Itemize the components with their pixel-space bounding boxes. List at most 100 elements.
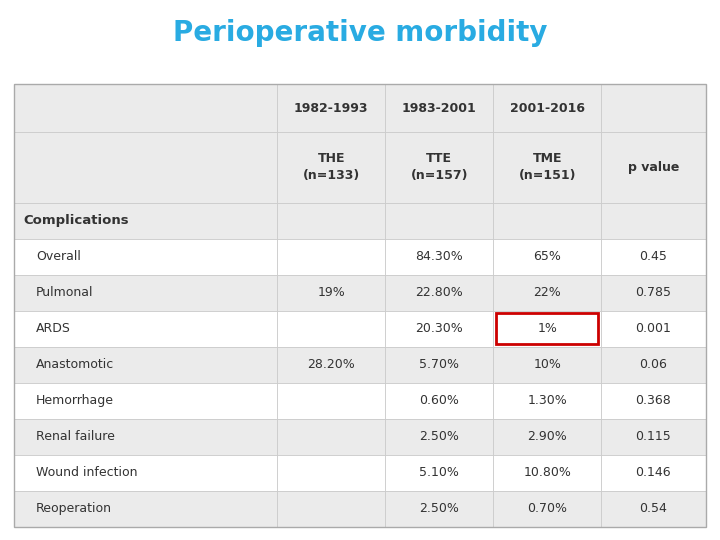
Bar <box>385 382 493 418</box>
Text: 10.80%: 10.80% <box>523 466 571 479</box>
Text: 1.30%: 1.30% <box>527 394 567 407</box>
Bar <box>601 132 706 202</box>
Bar <box>14 490 277 526</box>
Bar <box>601 239 706 274</box>
Text: 84.30%: 84.30% <box>415 250 463 263</box>
Text: 1982-1993: 1982-1993 <box>294 102 369 114</box>
Bar <box>277 455 385 490</box>
Bar <box>601 310 706 347</box>
Bar <box>493 490 601 526</box>
Bar <box>277 202 385 239</box>
Bar <box>601 418 706 455</box>
Bar <box>277 84 385 132</box>
Text: p value: p value <box>628 161 679 174</box>
Bar <box>277 382 385 418</box>
Bar <box>277 132 385 202</box>
Bar <box>493 418 601 455</box>
Bar <box>14 310 277 347</box>
Bar <box>601 455 706 490</box>
Text: ARDS: ARDS <box>36 322 71 335</box>
Bar <box>493 418 601 455</box>
Bar <box>385 382 493 418</box>
Text: Wound infection: Wound infection <box>36 466 138 479</box>
Bar <box>14 274 277 310</box>
Bar <box>14 239 277 274</box>
Text: 10%: 10% <box>534 358 561 371</box>
Bar <box>385 418 493 455</box>
Text: Pulmonal: Pulmonal <box>36 286 94 299</box>
Bar <box>14 455 277 490</box>
Bar <box>493 382 601 418</box>
Bar <box>277 239 385 274</box>
Text: 2.50%: 2.50% <box>419 502 459 515</box>
Bar <box>601 490 706 526</box>
Bar <box>601 84 706 132</box>
Text: 65%: 65% <box>534 250 561 263</box>
Bar <box>493 274 601 310</box>
Bar <box>14 239 277 274</box>
Bar <box>601 274 706 310</box>
Bar <box>493 84 601 132</box>
Text: 20.30%: 20.30% <box>415 322 463 335</box>
Bar <box>601 382 706 418</box>
Text: TTE
(n=157): TTE (n=157) <box>410 152 468 183</box>
Text: 0.115: 0.115 <box>636 430 671 443</box>
Text: 0.368: 0.368 <box>636 394 671 407</box>
Bar <box>277 84 385 132</box>
Bar <box>385 347 493 382</box>
Text: 1983-2001: 1983-2001 <box>402 102 477 114</box>
Text: 2001-2016: 2001-2016 <box>510 102 585 114</box>
Text: 0.001: 0.001 <box>636 322 671 335</box>
Text: 19%: 19% <box>318 286 345 299</box>
Bar <box>277 490 385 526</box>
Text: 2.50%: 2.50% <box>419 430 459 443</box>
Text: Complications: Complications <box>23 214 129 227</box>
Bar <box>385 239 493 274</box>
Bar <box>385 84 493 132</box>
Bar <box>601 490 706 526</box>
Bar <box>493 347 601 382</box>
Bar <box>277 132 385 202</box>
Bar <box>385 132 493 202</box>
Bar <box>277 347 385 382</box>
Bar <box>277 239 385 274</box>
Bar <box>385 490 493 526</box>
Bar <box>385 132 493 202</box>
Bar <box>493 202 601 239</box>
Text: 0.70%: 0.70% <box>527 502 567 515</box>
Bar <box>14 132 277 202</box>
Text: TME
(n=151): TME (n=151) <box>518 152 576 183</box>
Bar <box>601 202 706 239</box>
Bar <box>385 239 493 274</box>
Bar <box>601 347 706 382</box>
Bar <box>493 84 601 132</box>
Bar <box>14 84 277 132</box>
Text: 1%: 1% <box>537 322 557 335</box>
Bar <box>601 382 706 418</box>
Bar <box>385 310 493 347</box>
Text: Reoperation: Reoperation <box>36 502 112 515</box>
Bar <box>14 418 277 455</box>
Bar <box>493 132 601 202</box>
Bar <box>14 202 277 239</box>
Text: 0.146: 0.146 <box>636 466 671 479</box>
Bar <box>493 132 601 202</box>
Bar <box>385 455 493 490</box>
Bar <box>493 310 601 347</box>
Bar <box>14 347 277 382</box>
Bar <box>493 274 601 310</box>
Bar <box>385 202 493 239</box>
Bar <box>385 274 493 310</box>
Bar <box>493 490 601 526</box>
Text: Hemorrhage: Hemorrhage <box>36 394 114 407</box>
Bar <box>14 347 277 382</box>
Bar <box>601 310 706 347</box>
Text: Anastomotic: Anastomotic <box>36 358 114 371</box>
Bar <box>14 418 277 455</box>
Bar <box>14 84 277 132</box>
Bar <box>601 418 706 455</box>
Bar <box>385 347 493 382</box>
Bar <box>493 455 601 490</box>
Text: 2.90%: 2.90% <box>527 430 567 443</box>
Bar <box>14 382 277 418</box>
